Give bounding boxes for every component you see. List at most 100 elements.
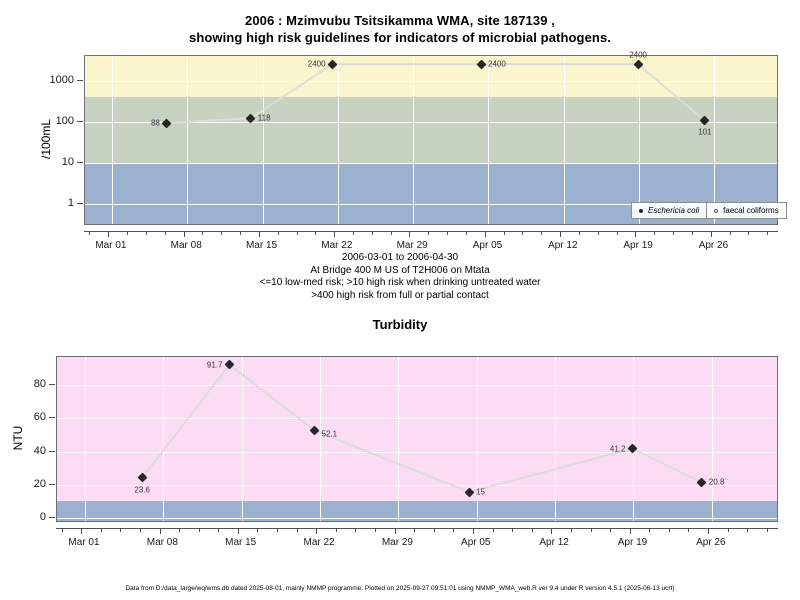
- y-axis-tick: [49, 384, 55, 386]
- x-axis-tick-minor: [390, 232, 392, 235]
- x-axis-tick-minor: [727, 529, 729, 532]
- x-axis-tick-minor: [296, 529, 298, 532]
- data-point-label: 52.1: [321, 429, 338, 439]
- y-axis-tick: [49, 517, 55, 519]
- x-axis-tick-minor: [748, 232, 750, 235]
- x-axis-tick-major: [409, 232, 411, 237]
- footer-provenance: Data from D:/data_large/wq/wms.db dated …: [125, 585, 675, 592]
- x-axis-line: [56, 528, 778, 529]
- x-axis-tick-minor: [447, 232, 449, 235]
- x-axis-tick-minor: [767, 232, 769, 235]
- y-axis-tick-label: 1000: [49, 73, 74, 86]
- x-axis-tick-label: Mar 29: [381, 537, 413, 548]
- x-axis-tick-major: [394, 529, 396, 534]
- x-axis-tick-major: [258, 232, 260, 237]
- x-axis-tick-minor: [89, 232, 91, 235]
- data-point-label: 23.6: [134, 485, 150, 495]
- gridline-vertical: [555, 357, 557, 521]
- caption-block: 2006-03-01 to 2006-04-30 At Bridge 400 M…: [0, 252, 800, 302]
- data-point-label: 2400: [307, 59, 326, 69]
- x-axis-tick-major: [708, 529, 710, 534]
- gridline-vertical: [262, 56, 264, 224]
- x-axis-tick-minor: [145, 232, 147, 235]
- x-axis-tick-minor: [597, 232, 599, 235]
- legend-divider: [706, 203, 708, 218]
- y-axis-tick: [49, 417, 55, 419]
- y-axis-tick-label: 1: [67, 197, 74, 210]
- gridline-vertical: [187, 56, 189, 224]
- gridline-vertical: [413, 56, 415, 224]
- gridline-horizontal: [57, 385, 777, 387]
- data-point-label: 20.8: [708, 477, 725, 487]
- x-axis-tick-minor: [465, 232, 467, 235]
- gridline-vertical: [639, 56, 641, 224]
- x-axis-tick-major: [183, 232, 185, 237]
- y-axis-tick: [49, 483, 55, 485]
- caption-risk-drinking: <=10 low-med risk; >10 high risk when dr…: [259, 277, 541, 288]
- x-axis-tick-major: [316, 529, 318, 534]
- title-line-2: showing high risk guidelines for indicat…: [188, 30, 612, 45]
- gridline-horizontal: [57, 451, 777, 453]
- x-axis-tick-minor: [453, 529, 455, 532]
- data-point-label: 2400: [629, 50, 648, 60]
- x-axis-tick-label: Mar 22: [321, 240, 353, 251]
- x-axis-tick-minor: [503, 232, 505, 235]
- x-axis-tick-major: [472, 529, 474, 534]
- x-axis-tick-label: Mar 15: [225, 537, 257, 548]
- caption-site-description: At Bridge 400 M US of T2H006 on Mtata: [310, 264, 490, 276]
- data-point-label: 2400: [488, 59, 506, 69]
- x-axis-tick-minor: [218, 529, 220, 532]
- legend-item-ecoli[interactable]: Eschericia coli: [632, 203, 706, 218]
- x-axis-tick-minor: [610, 529, 612, 532]
- x-axis-tick-minor: [257, 529, 259, 532]
- x-axis-tick-minor: [522, 232, 524, 235]
- x-axis-tick-minor: [61, 529, 63, 532]
- x-axis-tick-label: Mar 29: [396, 240, 428, 251]
- x-axis-tick-minor: [198, 529, 200, 532]
- x-axis-tick-minor: [127, 232, 129, 235]
- x-axis-tick-label: Mar 08: [146, 537, 178, 548]
- y-axis-tick: [77, 162, 83, 164]
- x-axis-tick-minor: [414, 529, 416, 532]
- risk-band-1: [85, 97, 777, 164]
- x-axis-tick-minor: [673, 232, 675, 235]
- x-axis-tick-minor: [688, 529, 690, 532]
- x-axis-tick-minor: [766, 529, 768, 532]
- gridline-vertical: [111, 56, 113, 224]
- legend-label-ecoli: Eschericia coli: [648, 206, 700, 215]
- x-axis-tick-minor: [120, 529, 122, 532]
- x-axis-tick-major: [551, 529, 553, 534]
- x-axis-tick-minor: [654, 232, 656, 235]
- x-axis-tick-major: [108, 232, 110, 237]
- x-axis-tick-label: Mar 22: [303, 537, 335, 548]
- x-axis-tick-minor: [433, 529, 435, 532]
- x-axis-tick-minor: [355, 529, 357, 532]
- filled-diamond-icon: [639, 208, 643, 213]
- x-axis-tick-minor: [296, 232, 298, 235]
- y-axis-tick: [77, 203, 83, 205]
- x-axis-tick-label: Apr 12: [539, 537, 569, 548]
- x-axis-tick-minor: [100, 529, 102, 532]
- legend[interactable]: Eschericia coli faecal coliforms: [631, 202, 787, 219]
- x-axis-tick-major: [635, 232, 637, 237]
- risk-band-1: [57, 501, 777, 521]
- x-axis-tick-minor: [512, 529, 514, 532]
- x-axis-tick-major: [334, 232, 336, 237]
- open-circle-icon: [714, 208, 719, 213]
- data-point-label: 88: [150, 118, 160, 128]
- risk-band-0: [85, 56, 777, 98]
- legend-item-faecal-coliforms[interactable]: faecal coliforms: [707, 203, 786, 218]
- x-axis-tick-minor: [590, 529, 592, 532]
- y-axis-tick-label: 60: [33, 411, 46, 424]
- x-axis-tick-major: [484, 232, 486, 237]
- data-point-label: 41.2: [609, 444, 626, 454]
- x-axis-tick-minor: [649, 529, 651, 532]
- x-axis-line: [84, 231, 778, 232]
- x-axis-tick-label: Apr 19: [623, 240, 653, 251]
- x-axis-tick-major: [81, 529, 83, 534]
- gridline-horizontal: [85, 163, 777, 165]
- x-axis-tick-major: [710, 232, 712, 237]
- data-point-label: 101: [698, 127, 712, 137]
